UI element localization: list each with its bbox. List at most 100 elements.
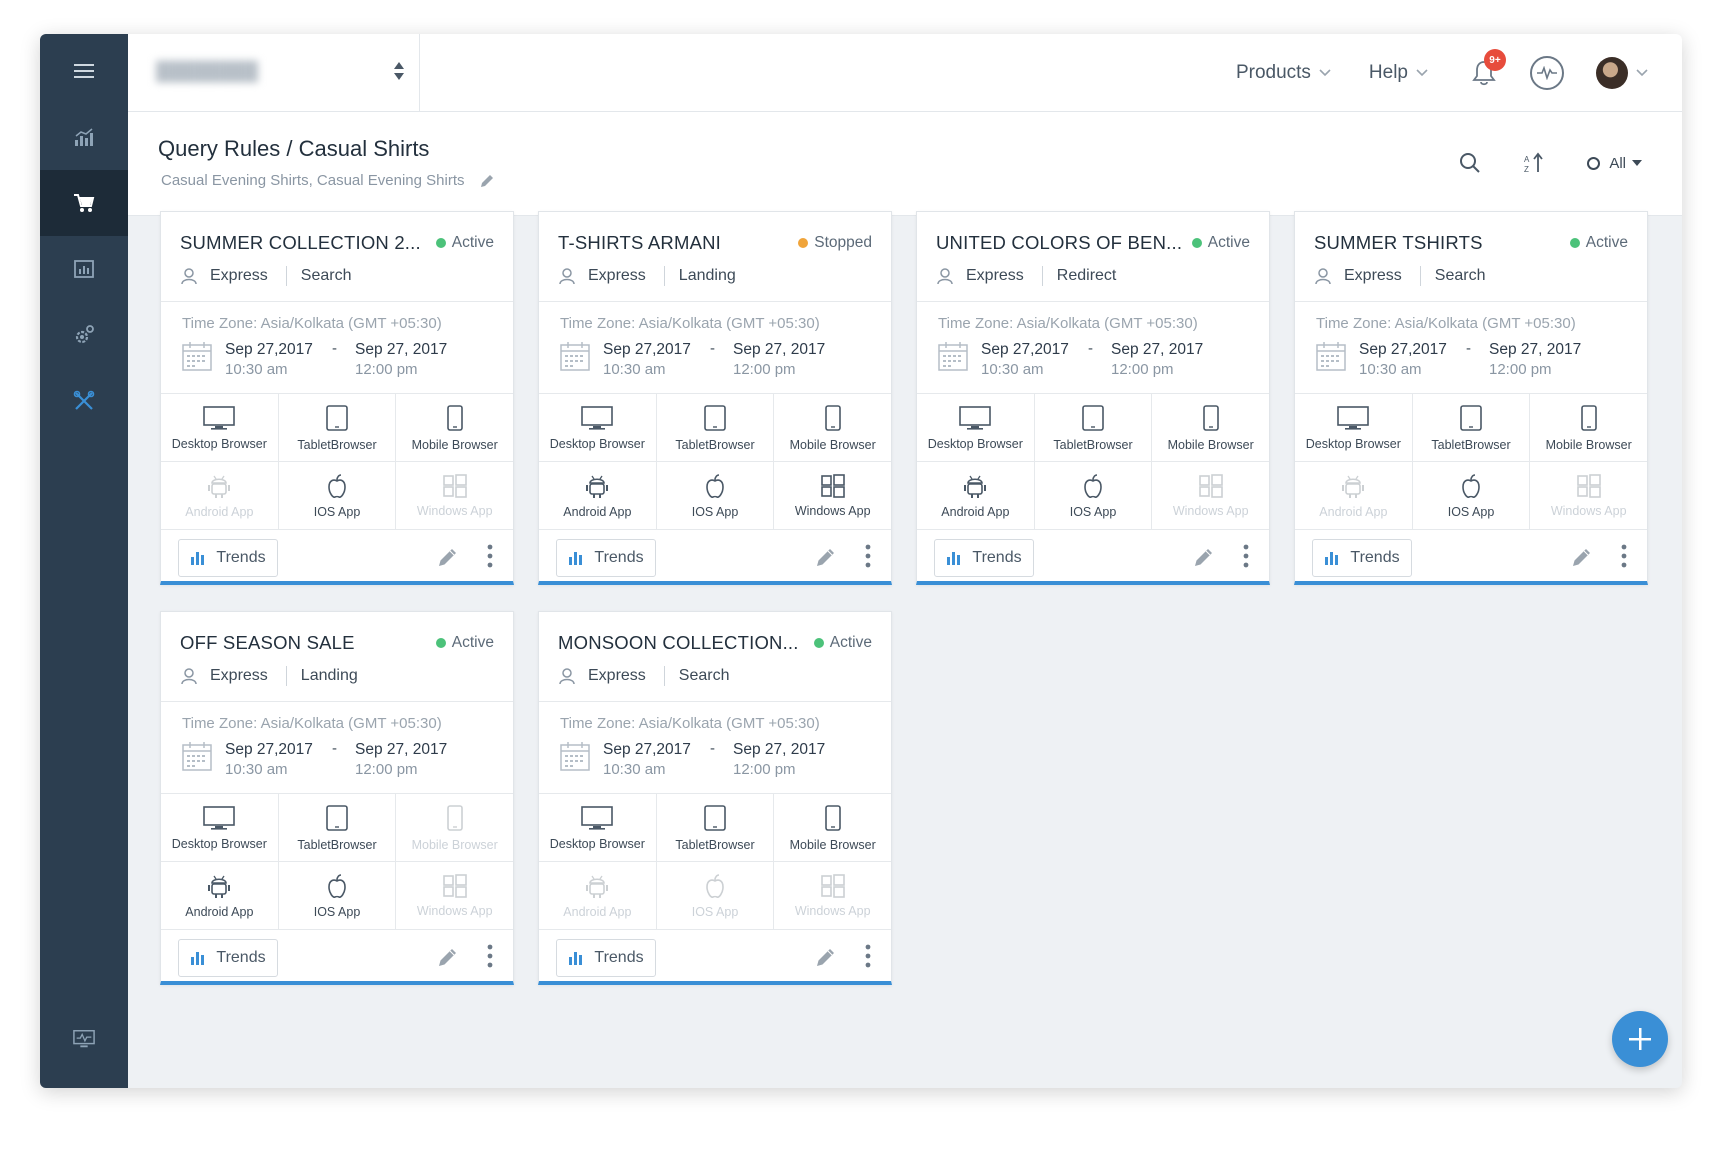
platform-ios-app[interactable]: IOS App xyxy=(279,862,397,929)
trends-button[interactable]: Trends xyxy=(1312,539,1412,577)
platform-windows-app[interactable]: Windows App xyxy=(1530,462,1647,529)
chevron-down-icon[interactable] xyxy=(1636,69,1648,77)
help-menu[interactable]: Help xyxy=(1369,62,1428,84)
products-menu[interactable]: Products xyxy=(1236,62,1331,84)
platform-mobile-browser[interactable]: Mobile Browser xyxy=(1152,394,1269,461)
platform-mobile-browser[interactable]: Mobile Browser xyxy=(774,394,891,461)
platform-mobile-browser[interactable]: Mobile Browser xyxy=(396,394,513,461)
sidebar-item-monitor[interactable] xyxy=(40,1006,128,1072)
sidebar-item-analytics[interactable] xyxy=(40,104,128,170)
platform-windows-app[interactable]: Windows App xyxy=(396,462,513,529)
trends-button[interactable]: Trends xyxy=(178,539,278,577)
platform-android-app[interactable]: Android App xyxy=(539,462,657,529)
sidebar-item-tools[interactable] xyxy=(40,368,128,434)
sort-icon: AZ xyxy=(1524,152,1544,174)
date-range-separator: - xyxy=(710,340,715,357)
platform-ios-app[interactable]: IOS App xyxy=(279,462,397,529)
search-button[interactable] xyxy=(1459,152,1481,174)
platform-windows-app[interactable]: Windows App xyxy=(396,862,513,929)
platform-ios-app[interactable]: IOS App xyxy=(657,462,775,529)
platform-mobile-browser[interactable]: Mobile Browser xyxy=(396,794,513,861)
user-avatar[interactable] xyxy=(1596,57,1628,89)
platform-windows-app[interactable]: Windows App xyxy=(1152,462,1269,529)
sidebar-item-reports[interactable] xyxy=(40,236,128,302)
platform-ios-app[interactable]: IOS App xyxy=(1413,462,1531,529)
platform-mobile-browser[interactable]: Mobile Browser xyxy=(774,794,891,861)
site-selector[interactable]: ████████ xyxy=(128,34,420,112)
rule-card-title[interactable]: MONSOON COLLECTION... xyxy=(558,632,799,653)
rule-card-title[interactable]: OFF SEASON SALE xyxy=(180,632,355,653)
more-vertical-icon[interactable] xyxy=(865,944,871,968)
platform-tablet-browser[interactable]: TabletBrowser xyxy=(657,394,775,461)
status-dot xyxy=(798,238,809,248)
pencil-icon[interactable] xyxy=(815,946,837,968)
pencil-icon[interactable] xyxy=(437,546,459,568)
timezone-label: Time Zone: Asia/Kolkata (GMT +05:30) xyxy=(560,715,820,732)
platform-label: TabletBrowser xyxy=(297,837,377,852)
rule-card-title[interactable]: T-SHIRTS ARMANI xyxy=(558,232,722,253)
mobile-icon xyxy=(824,804,841,831)
platform-desktop-browser[interactable]: Desktop Browser xyxy=(917,394,1035,461)
platform-label: Desktop Browser xyxy=(171,436,267,451)
rule-card-title[interactable]: SUMMER TSHIRTS xyxy=(1314,232,1483,253)
start-date: Sep 27,2017 xyxy=(981,341,1069,358)
platform-ios-app[interactable]: IOS App xyxy=(657,862,775,929)
rule-card[interactable]: SUMMER COLLECTION 2... Active Express Se… xyxy=(160,211,514,585)
platform-desktop-browser[interactable]: Desktop Browser xyxy=(161,794,279,861)
end-date: Sep 27, 2017 xyxy=(355,341,448,358)
rule-card[interactable]: SUMMER TSHIRTS Active Express Search Tim… xyxy=(1294,211,1648,585)
more-vertical-icon[interactable] xyxy=(1243,544,1249,568)
more-vertical-icon[interactable] xyxy=(487,544,493,568)
platform-label: Windows App xyxy=(416,503,493,518)
platform-tablet-browser[interactable]: TabletBrowser xyxy=(1413,394,1531,461)
platform-windows-app[interactable]: Windows App xyxy=(774,862,891,929)
rule-card[interactable]: UNITED COLORS OF BEN... Active Express R… xyxy=(916,211,1270,585)
platform-tablet-browser[interactable]: TabletBrowser xyxy=(657,794,775,861)
status-filter-dropdown[interactable]: All xyxy=(1587,155,1642,172)
sidebar-item-cart[interactable] xyxy=(40,170,128,236)
platform-android-app[interactable]: Android App xyxy=(161,462,279,529)
pencil-icon[interactable] xyxy=(1193,546,1215,568)
platform-tablet-browser[interactable]: TabletBrowser xyxy=(279,394,397,461)
rule-card[interactable]: OFF SEASON SALE Active Express Landing T… xyxy=(160,611,514,985)
activity-button[interactable] xyxy=(1530,56,1564,90)
rule-type-label: Express xyxy=(210,267,268,284)
end-time: 12:00 pm xyxy=(1111,361,1174,378)
sidebar-item-settings[interactable] xyxy=(40,302,128,368)
pencil-icon[interactable] xyxy=(1571,546,1593,568)
platform-tablet-browser[interactable]: TabletBrowser xyxy=(1035,394,1153,461)
notifications-button[interactable]: 9+ xyxy=(1466,49,1506,91)
rule-card[interactable]: T-SHIRTS ARMANI Stopped Express Landing … xyxy=(538,211,892,585)
pencil-icon[interactable] xyxy=(437,946,459,968)
trends-button[interactable]: Trends xyxy=(556,539,656,577)
platform-windows-app[interactable]: Windows App xyxy=(774,462,891,529)
trends-button[interactable]: Trends xyxy=(556,939,656,977)
platform-desktop-browser[interactable]: Desktop Browser xyxy=(539,794,657,861)
platform-desktop-browser[interactable]: Desktop Browser xyxy=(1295,394,1413,461)
platform-android-app[interactable]: Android App xyxy=(539,862,657,929)
calendar-icon xyxy=(560,342,590,371)
platform-desktop-browser[interactable]: Desktop Browser xyxy=(539,394,657,461)
platform-android-app[interactable]: Android App xyxy=(1295,462,1413,529)
platform-android-app[interactable]: Android App xyxy=(917,462,1035,529)
rule-card-title[interactable]: UNITED COLORS OF BEN... xyxy=(936,232,1183,253)
end-time: 12:00 pm xyxy=(355,761,418,778)
add-rule-button[interactable] xyxy=(1612,1011,1668,1067)
more-vertical-icon[interactable] xyxy=(865,544,871,568)
pencil-icon[interactable] xyxy=(479,173,495,189)
platform-ios-app[interactable]: IOS App xyxy=(1035,462,1153,529)
menu-button[interactable] xyxy=(40,38,128,104)
pencil-icon[interactable] xyxy=(815,546,837,568)
platform-tablet-browser[interactable]: TabletBrowser xyxy=(279,794,397,861)
rule-card-title[interactable]: SUMMER COLLECTION 2... xyxy=(180,232,421,253)
trends-button[interactable]: Trends xyxy=(934,539,1034,577)
more-vertical-icon[interactable] xyxy=(1621,544,1627,568)
platform-android-app[interactable]: Android App xyxy=(161,862,279,929)
rule-card[interactable]: MONSOON COLLECTION... Active Express Sea… xyxy=(538,611,892,985)
platform-desktop-browser[interactable]: Desktop Browser xyxy=(161,394,279,461)
status-badge: Active xyxy=(435,634,494,652)
platform-mobile-browser[interactable]: Mobile Browser xyxy=(1530,394,1647,461)
trends-button[interactable]: Trends xyxy=(178,939,278,977)
more-vertical-icon[interactable] xyxy=(487,944,493,968)
